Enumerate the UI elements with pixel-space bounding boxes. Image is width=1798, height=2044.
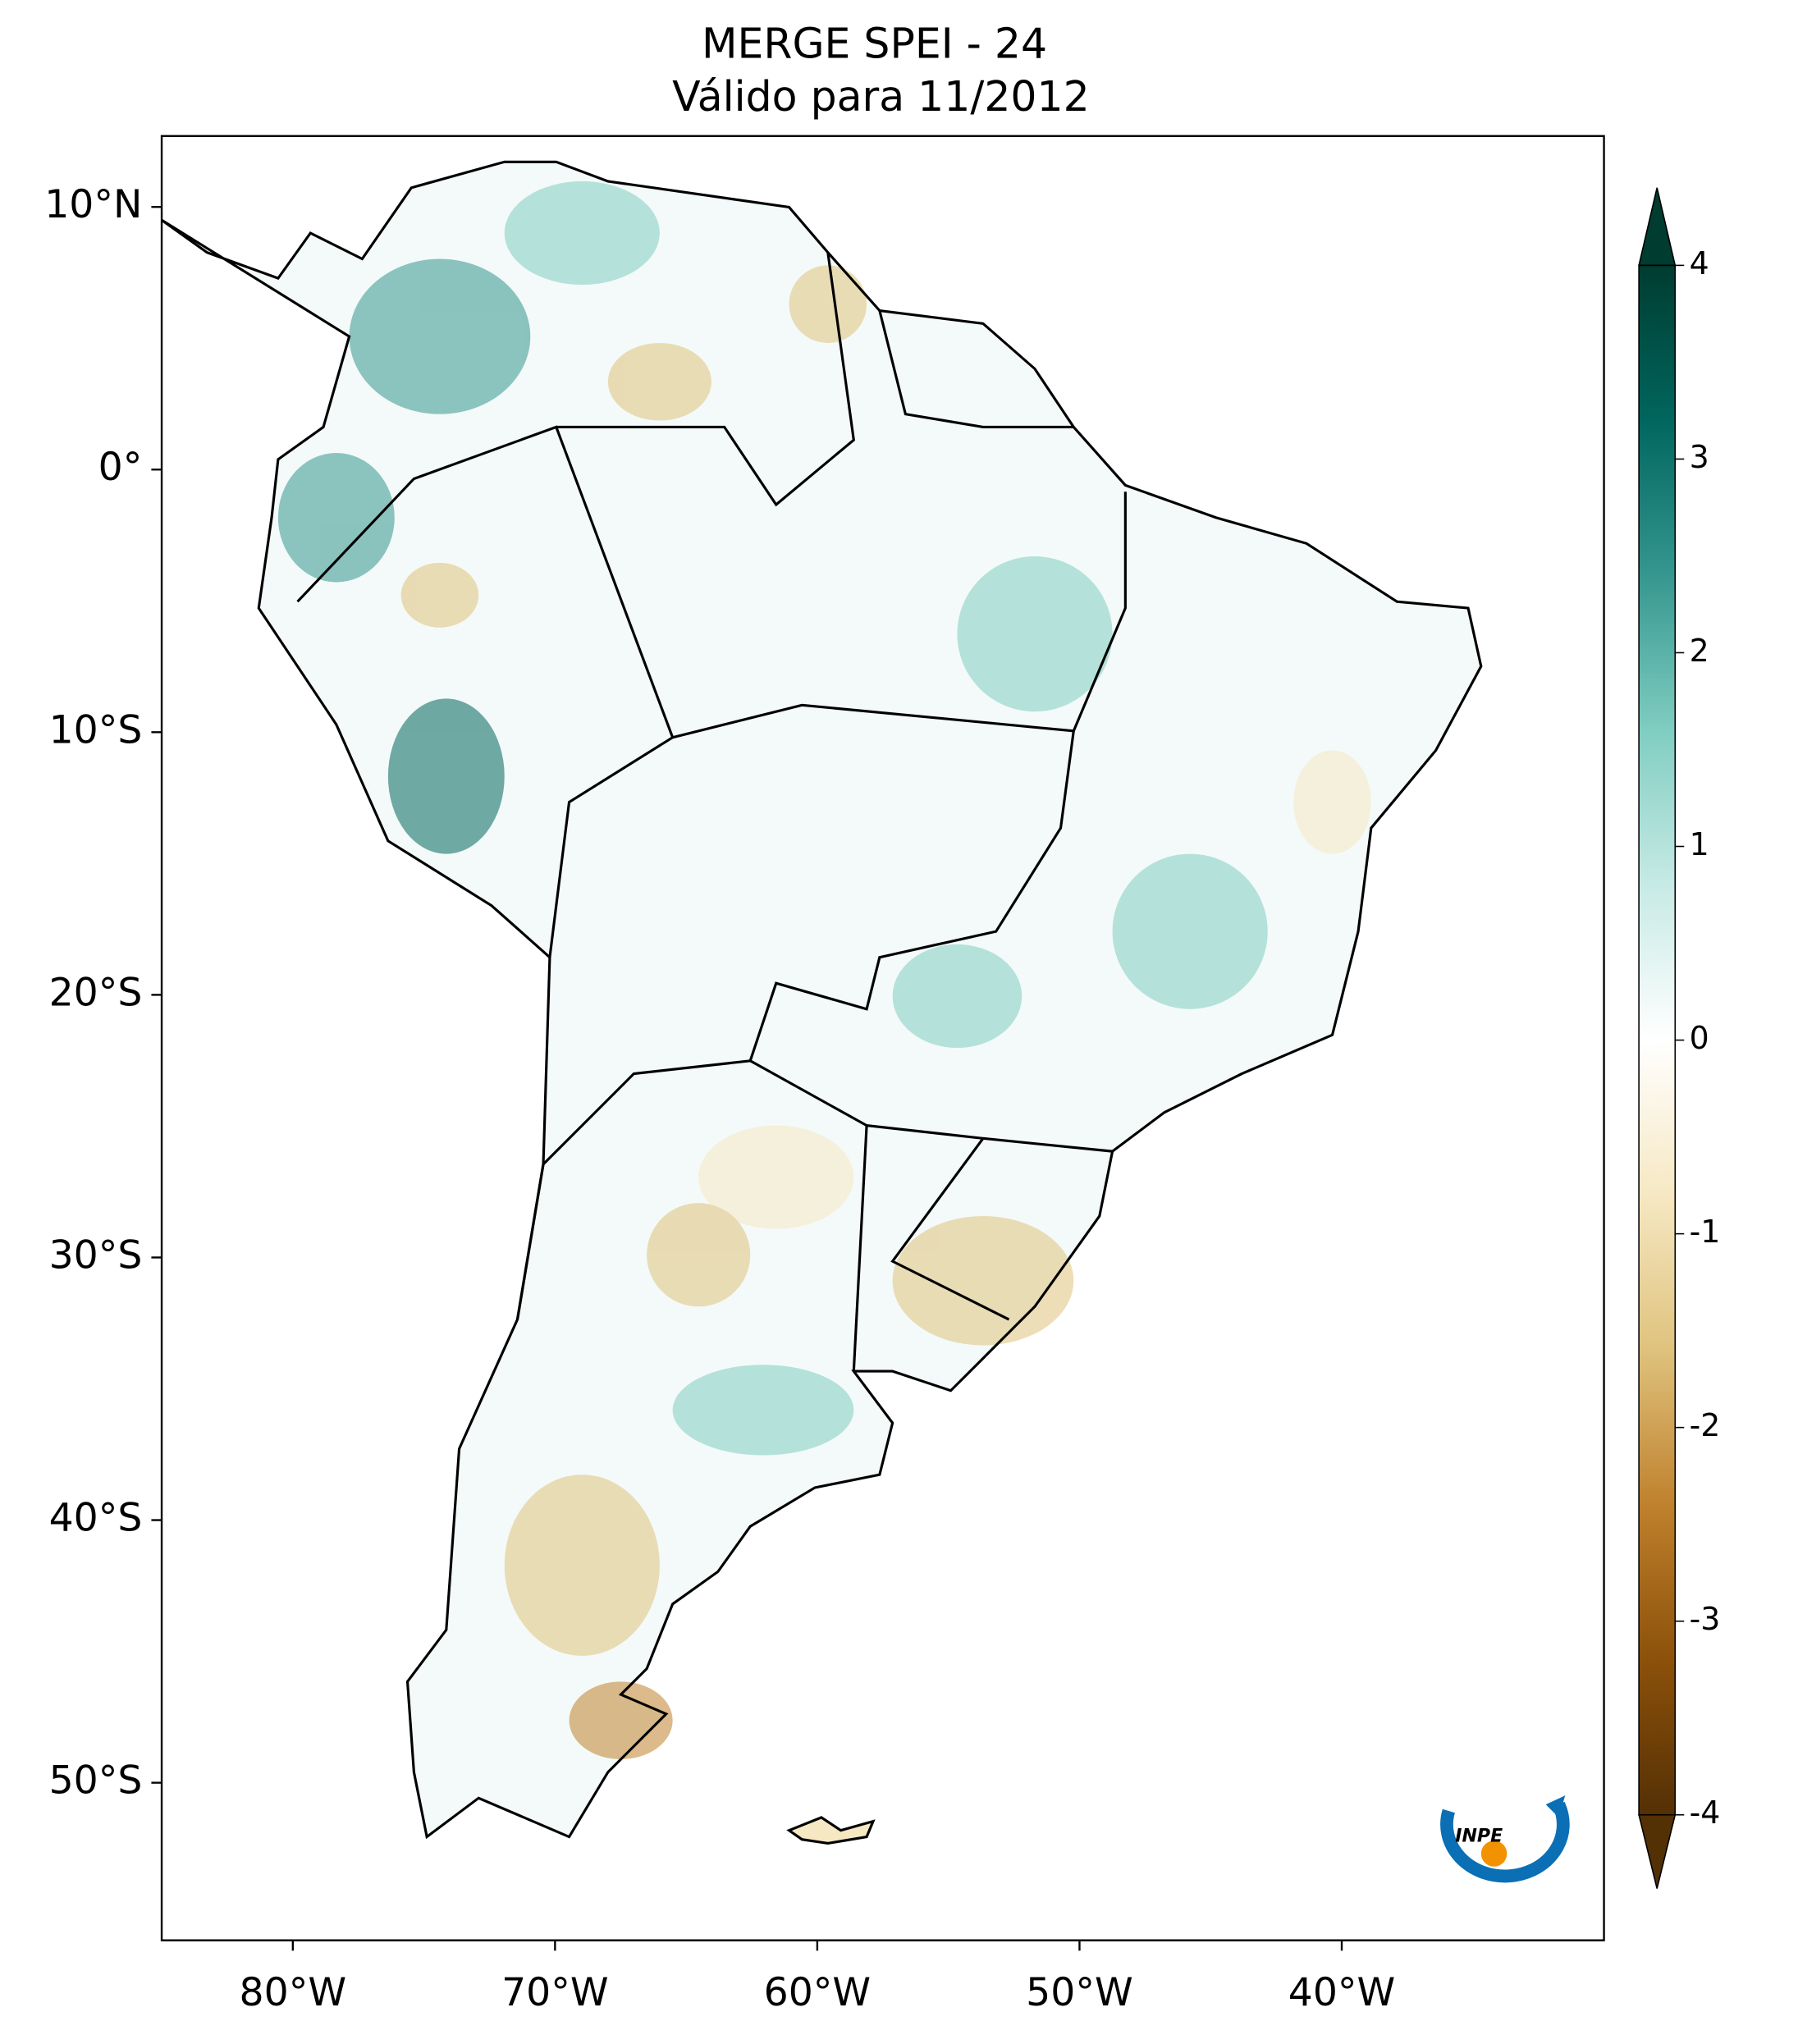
- colorbar-tick-label: 1: [1690, 826, 1709, 862]
- logo-dot: [1480, 1841, 1507, 1867]
- map-frame: [160, 135, 1605, 1941]
- y-tick-label: 10°N: [44, 182, 142, 227]
- y-tick-label: 20°S: [49, 970, 143, 1015]
- colorbar-tick-label: -3: [1690, 1601, 1721, 1637]
- logo: INPE: [1440, 1795, 1570, 1883]
- x-tick-label: 70°W: [501, 1970, 609, 2015]
- continent: [162, 162, 1481, 1837]
- x-tick-label: 80°W: [240, 1970, 347, 2015]
- y-tick-label: 10°S: [49, 707, 143, 752]
- logo-text: INPE: [1455, 1827, 1503, 1847]
- colorbar-tick-label: -2: [1690, 1407, 1721, 1443]
- colorbar-tick-label: -4: [1690, 1795, 1721, 1831]
- x-tick-label: 50°W: [1026, 1970, 1133, 2015]
- falklands: [786, 1816, 876, 1845]
- x-tick-label: 40°W: [1288, 1970, 1396, 2015]
- y-tick-label: 0°: [98, 445, 143, 490]
- colorbar-tick-label: 4: [1690, 245, 1709, 281]
- colorbar-tick-label: 0: [1690, 1020, 1709, 1056]
- borders: [296, 252, 1127, 1372]
- logo-swoosh: [1440, 1801, 1570, 1883]
- spei-field: [277, 181, 1371, 1759]
- y-tick-label: 30°S: [49, 1232, 143, 1278]
- colorbar: [1639, 265, 1676, 1815]
- map-subtitle: Válido para 11/2012: [672, 72, 1090, 121]
- colorbar-extend-bottom: [1638, 1813, 1677, 1889]
- y-tick-label: 50°S: [49, 1758, 143, 1804]
- map-title: MERGE SPEI - 24: [702, 20, 1047, 68]
- colorbar-tick-label: -1: [1690, 1214, 1721, 1250]
- land: [162, 160, 1483, 1845]
- colorbar-tick-label: 2: [1690, 633, 1709, 669]
- y-tick-label: 40°S: [49, 1496, 143, 1541]
- logo-arrow: [1545, 1795, 1566, 1818]
- colorbar-extend-top: [1638, 187, 1677, 267]
- colorbar-tick-label: 3: [1690, 439, 1709, 475]
- x-tick-label: 60°W: [764, 1970, 872, 2015]
